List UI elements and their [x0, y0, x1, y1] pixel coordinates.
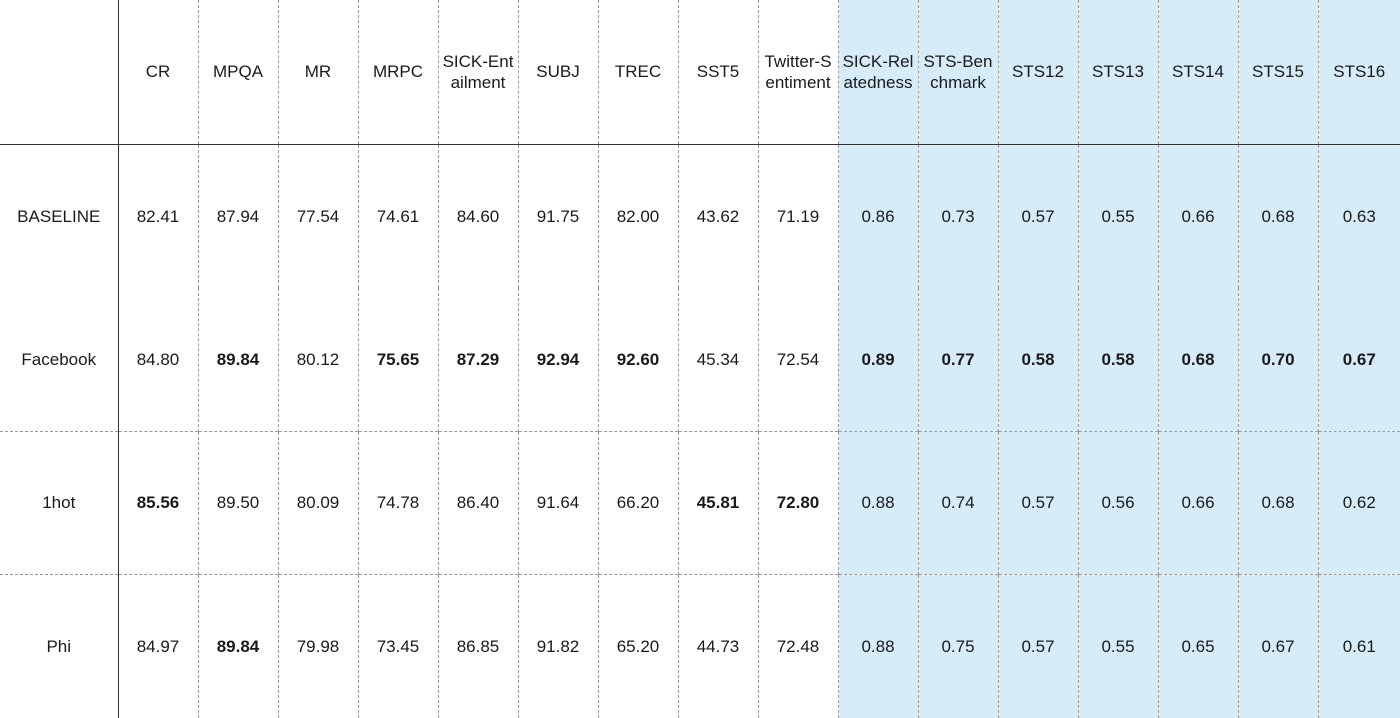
row-label: Facebook	[0, 287, 119, 431]
column-header-mpqa: MPQA	[197, 0, 278, 145]
value-cell-sts14: 0.68	[1157, 287, 1238, 431]
column-header-sick-relatedness: SICK-Relatedness	[837, 0, 918, 145]
value-cell-subj: 92.94	[517, 287, 598, 431]
value-cell-sts15: 0.67	[1237, 574, 1318, 718]
value-cell-twitter-sentiment: 72.48	[757, 574, 838, 718]
value-cell-sick-relatedness: 0.86	[837, 143, 918, 288]
value-cell-sts16: 0.67	[1317, 287, 1400, 431]
column-header-sts13: STS13	[1077, 0, 1158, 145]
value-cell-sick-entailment: 86.85	[437, 574, 518, 718]
column-header-mrpc: MRPC	[357, 0, 438, 145]
value-cell-sts15: 0.68	[1237, 430, 1318, 575]
row-label: BASELINE	[0, 143, 119, 288]
value-cell-cr: 84.97	[117, 574, 198, 718]
value-cell-mpqa: 89.50	[197, 430, 278, 575]
value-cell-cr: 82.41	[117, 143, 198, 288]
value-cell-sts16: 0.61	[1317, 574, 1400, 718]
value-cell-trec: 82.00	[597, 143, 678, 288]
value-cell-sts-benchmark: 0.77	[917, 287, 998, 431]
column-header-sst5: SST5	[677, 0, 758, 145]
value-cell-mrpc: 75.65	[357, 287, 438, 431]
value-cell-sst5: 43.62	[677, 143, 758, 288]
value-cell-sts-benchmark: 0.74	[917, 430, 998, 575]
value-cell-mr: 79.98	[277, 574, 358, 718]
value-cell-sts-benchmark: 0.73	[917, 143, 998, 288]
value-cell-sts16: 0.62	[1317, 430, 1400, 575]
row-label: 1hot	[0, 430, 119, 575]
value-cell-sts-benchmark: 0.75	[917, 574, 998, 718]
value-cell-sts13: 0.56	[1077, 430, 1158, 575]
value-cell-subj: 91.82	[517, 574, 598, 718]
table-row-facebook: Facebook 84.80 89.84 80.12 75.65 87.29 92.94 92…	[0, 287, 1400, 431]
value-cell-mpqa: 89.84	[197, 574, 278, 718]
column-header-sts12: STS12	[997, 0, 1078, 145]
column-header-twitter-sentiment: Twitter-Sentiment	[757, 0, 838, 145]
value-cell-sts15: 0.70	[1237, 287, 1318, 431]
value-cell-mrpc: 74.78	[357, 430, 438, 575]
value-cell-sts13: 0.55	[1077, 143, 1158, 288]
value-cell-mr: 77.54	[277, 143, 358, 288]
value-cell-subj: 91.75	[517, 143, 598, 288]
value-cell-mr: 80.09	[277, 430, 358, 575]
value-cell-mpqa: 89.84	[197, 287, 278, 431]
row-label: Phi	[0, 574, 119, 718]
value-cell-sick-entailment: 84.60	[437, 143, 518, 288]
value-cell-sts16: 0.63	[1317, 143, 1400, 288]
value-cell-sts12: 0.57	[997, 430, 1078, 575]
value-cell-sick-relatedness: 0.88	[837, 430, 918, 575]
value-cell-mr: 80.12	[277, 287, 358, 431]
value-cell-trec: 65.20	[597, 574, 678, 718]
column-header-mr: MR	[277, 0, 358, 145]
value-cell-twitter-sentiment: 72.80	[757, 430, 838, 575]
value-cell-subj: 91.64	[517, 430, 598, 575]
value-cell-sick-entailment: 87.29	[437, 287, 518, 431]
value-cell-sick-relatedness: 0.89	[837, 287, 918, 431]
value-cell-sts12: 0.57	[997, 143, 1078, 288]
column-header-cr: CR	[117, 0, 198, 145]
value-cell-cr: 84.80	[117, 287, 198, 431]
column-header-sts14: STS14	[1157, 0, 1238, 145]
value-cell-sts13: 0.58	[1077, 287, 1158, 431]
column-header-sts-benchmark: STS-Benchmark	[917, 0, 998, 145]
column-header-sts16: STS16	[1317, 0, 1400, 145]
value-cell-mpqa: 87.94	[197, 143, 278, 288]
value-cell-sts12: 0.58	[997, 287, 1078, 431]
column-header-sts15: STS15	[1237, 0, 1318, 145]
value-cell-sst5: 45.81	[677, 430, 758, 575]
value-cell-sick-relatedness: 0.88	[837, 574, 918, 718]
table-row-baseline: BASELINE 82.41 87.94 77.54 74.61 84.60 91.75 82…	[0, 143, 1400, 288]
column-header-subj: SUBJ	[517, 0, 598, 145]
value-cell-twitter-sentiment: 72.54	[757, 287, 838, 431]
value-cell-mrpc: 74.61	[357, 143, 438, 288]
value-cell-cr: 85.56	[117, 430, 198, 575]
value-cell-sts15: 0.68	[1237, 143, 1318, 288]
value-cell-mrpc: 73.45	[357, 574, 438, 718]
column-header-trec: TREC	[597, 0, 678, 145]
value-cell-trec: 66.20	[597, 430, 678, 575]
column-header-sick-entailment: SICK-Entailment	[437, 0, 518, 145]
corner-cell	[0, 0, 119, 145]
value-cell-sts14: 0.66	[1157, 143, 1238, 288]
value-cell-trec: 92.60	[597, 287, 678, 431]
value-cell-sts14: 0.65	[1157, 574, 1238, 718]
value-cell-sts14: 0.66	[1157, 430, 1238, 575]
value-cell-sts13: 0.55	[1077, 574, 1158, 718]
value-cell-sts12: 0.57	[997, 574, 1078, 718]
value-cell-sst5: 44.73	[677, 574, 758, 718]
value-cell-sst5: 45.34	[677, 287, 758, 431]
value-cell-twitter-sentiment: 71.19	[757, 143, 838, 288]
value-cell-sick-entailment: 86.40	[437, 430, 518, 575]
header-row: CR MPQA MR MRPC SICK-Entailment SUBJ TREC SST5 T…	[0, 0, 1400, 145]
table-row-1hot: 1hot 85.56 89.50 80.09 74.78 86.40 91.64 66.20 4…	[0, 430, 1400, 575]
table-row-phi: Phi 84.97 89.84 79.98 73.45 86.85 91.82 65.20 44…	[0, 574, 1400, 718]
